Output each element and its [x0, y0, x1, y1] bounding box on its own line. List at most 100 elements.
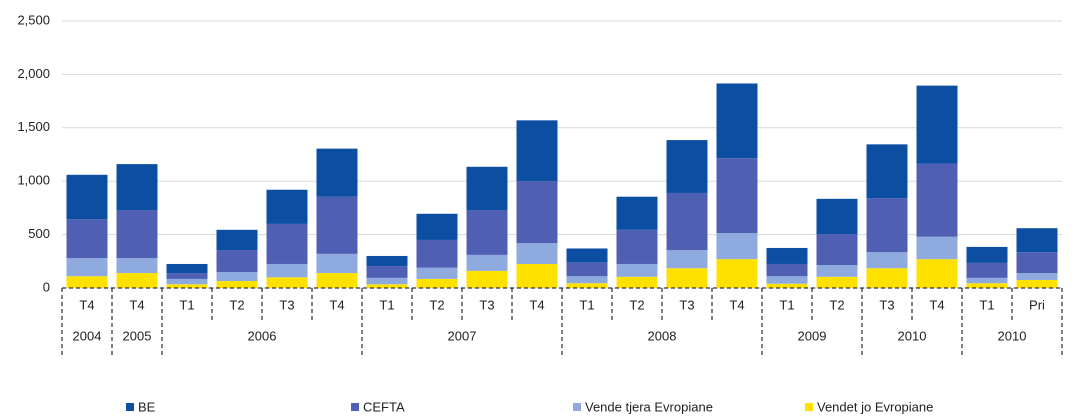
x-tick-label: T3 — [279, 297, 294, 312]
bar-segment — [766, 247, 808, 264]
bar-segment — [716, 83, 758, 159]
legend-label: BE — [138, 399, 156, 414]
bar-segment — [916, 236, 958, 260]
bar-segment — [616, 276, 658, 288]
bar-segment — [466, 270, 508, 288]
bar-segment — [716, 232, 758, 260]
y-tick-label: 1,000 — [17, 173, 50, 188]
group-label: 2010 — [898, 328, 927, 343]
bar-segment — [816, 265, 858, 277]
bar-segment — [466, 254, 508, 271]
x-tick-label: T1 — [979, 297, 994, 312]
bar-segment — [316, 148, 358, 197]
y-tick-label: 1,500 — [17, 119, 50, 134]
bar-segment — [466, 210, 508, 255]
bar-segment — [1016, 273, 1058, 280]
bar-segment — [116, 210, 158, 259]
bar-segment — [316, 196, 358, 254]
bar-segment — [1016, 252, 1058, 274]
x-tick-label: T2 — [229, 297, 244, 312]
group-label: 2007 — [448, 328, 477, 343]
bar-segment — [416, 278, 458, 288]
group-label: 2010 — [998, 328, 1027, 343]
bar-segment — [566, 283, 608, 288]
bar-segment — [866, 144, 908, 199]
bar-segment — [366, 266, 408, 278]
bar-segment — [766, 283, 808, 288]
x-tick-label: T4 — [79, 297, 94, 312]
bar-segment — [266, 189, 308, 224]
bar-segment — [866, 198, 908, 253]
y-tick-label: 500 — [28, 226, 50, 241]
x-tick-label: T2 — [629, 297, 644, 312]
bar-segment — [66, 219, 108, 259]
x-tick-label: T2 — [429, 297, 444, 312]
bar-segment — [216, 250, 258, 272]
group-label: 2009 — [798, 328, 827, 343]
bar-segment — [766, 263, 808, 277]
bar-segment — [916, 85, 958, 164]
bar-segment — [616, 229, 658, 264]
x-tick-label: T3 — [679, 297, 694, 312]
x-tick-label: T4 — [329, 297, 344, 312]
bar-segment — [966, 246, 1008, 263]
bar-segment — [966, 277, 1008, 284]
legend-swatch — [126, 403, 134, 411]
bar-segment — [266, 263, 308, 278]
bar-segment — [666, 268, 708, 288]
bar-segment — [116, 164, 158, 211]
legend-label: Vende tjera Evropiane — [585, 399, 713, 414]
bar-segment — [716, 158, 758, 233]
bar-segment — [816, 276, 858, 288]
bar-segment — [566, 262, 608, 277]
bar-segment — [466, 166, 508, 211]
legend-label: Vendet jo Evropiane — [817, 399, 933, 414]
group-label: 2008 — [648, 328, 677, 343]
y-tick-label: 2,000 — [17, 66, 50, 81]
x-tick-label: T2 — [829, 297, 844, 312]
bar-segment — [216, 229, 258, 251]
x-tick-label: T4 — [929, 297, 944, 312]
bar-segment — [866, 252, 908, 269]
bar-segment — [966, 283, 1008, 288]
bar-segment — [66, 174, 108, 220]
x-tick-label: Pri — [1029, 297, 1045, 312]
legend-label: CEFTA — [363, 399, 405, 414]
bar-segment — [316, 273, 358, 288]
bar-segment — [216, 271, 258, 282]
bar-segment — [616, 196, 658, 230]
bar-segment — [616, 263, 658, 277]
bar-segment — [166, 273, 208, 279]
y-tick-label: 2,500 — [17, 12, 50, 27]
bar-segment — [366, 284, 408, 288]
bar-segment — [566, 276, 608, 284]
group-label: 2005 — [123, 328, 152, 343]
x-tick-label: T4 — [729, 297, 744, 312]
bar-segment — [566, 248, 608, 263]
x-tick-label: T4 — [129, 297, 144, 312]
legend-swatch — [573, 403, 581, 411]
bar-segment — [516, 181, 558, 244]
bar-segment — [1016, 279, 1058, 288]
bar-segment — [366, 277, 408, 285]
bar-segment — [166, 278, 208, 285]
bar-segment — [116, 273, 158, 288]
bar-segment — [416, 213, 458, 240]
bar-segment — [916, 259, 958, 288]
x-tick-label: T1 — [579, 297, 594, 312]
bar-segment — [916, 163, 958, 237]
bar-segment — [366, 255, 408, 267]
x-tick-label: T3 — [879, 297, 894, 312]
y-tick-label: 0 — [43, 279, 50, 294]
bar-segment — [1016, 228, 1058, 253]
x-tick-label: T1 — [779, 297, 794, 312]
bar-segment — [66, 276, 108, 288]
legend-swatch — [805, 403, 813, 411]
x-tick-label: T3 — [479, 297, 494, 312]
bar-segment — [966, 262, 1008, 278]
legend-swatch — [351, 403, 359, 411]
bar-segment — [516, 263, 558, 288]
bar-segment — [166, 263, 208, 274]
bar-segment — [666, 140, 708, 193]
